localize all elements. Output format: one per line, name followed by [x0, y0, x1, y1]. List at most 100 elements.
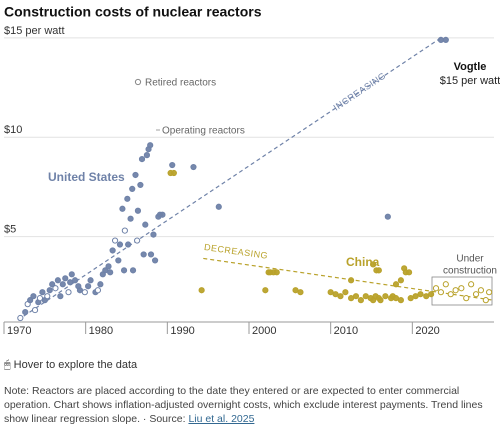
point	[54, 277, 62, 284]
point	[147, 142, 154, 149]
hover-hint: 🖱 Hover to explore the data	[4, 359, 138, 371]
point	[137, 181, 144, 189]
point	[370, 261, 377, 268]
point	[442, 281, 449, 288]
point	[397, 277, 404, 284]
point	[49, 281, 56, 288]
point	[342, 289, 349, 296]
point	[105, 263, 112, 270]
point	[142, 221, 149, 228]
point	[190, 163, 197, 171]
point	[87, 277, 94, 284]
point	[452, 287, 459, 294]
point	[94, 287, 102, 294]
point	[392, 281, 400, 288]
point	[150, 231, 157, 238]
under-label: Under	[456, 254, 484, 265]
legend-retired: Retired reactors	[145, 78, 216, 89]
point	[68, 271, 75, 278]
point	[447, 291, 454, 298]
source-label: Source:	[149, 413, 186, 425]
x-tick-label: 2010	[334, 325, 358, 337]
legend-marker	[134, 78, 142, 86]
point	[140, 251, 147, 258]
point	[357, 297, 364, 304]
point	[169, 161, 176, 169]
y-tick-label: $10	[4, 124, 22, 136]
point	[468, 281, 475, 288]
point	[39, 289, 46, 296]
point	[129, 185, 136, 192]
point	[120, 267, 128, 274]
point	[159, 211, 166, 218]
x-tick-label: 2020	[415, 325, 439, 337]
point	[463, 295, 470, 302]
point	[115, 257, 122, 264]
trend-label: INCREASING	[332, 70, 388, 112]
point	[57, 293, 64, 300]
point	[44, 293, 51, 300]
point	[138, 156, 146, 163]
point	[22, 308, 29, 316]
note: Note: Reactors are placed according to t…	[4, 385, 483, 425]
point	[347, 277, 355, 284]
point	[127, 215, 134, 222]
point	[482, 297, 489, 304]
point	[147, 251, 155, 258]
point	[472, 291, 480, 298]
point	[111, 237, 119, 244]
point	[125, 241, 132, 248]
note-text: Note: Reactors are placed according to t…	[4, 385, 483, 425]
point	[17, 314, 24, 322]
point	[442, 36, 449, 44]
us-label: United States	[48, 170, 125, 184]
point	[27, 297, 34, 304]
point	[377, 297, 384, 304]
vogtle-label: Vogtle	[454, 61, 487, 73]
x-tick-label: 2000	[252, 325, 276, 337]
point	[337, 293, 344, 300]
source-link[interactable]: Liu et al. 2025	[188, 413, 255, 425]
point	[405, 269, 413, 276]
point	[65, 289, 72, 296]
point	[129, 267, 137, 274]
point	[116, 241, 124, 248]
point	[132, 171, 139, 179]
chart: Construction costs of nuclear reactors U…	[3, 4, 500, 337]
point	[198, 287, 205, 294]
x-tick-label: 1970	[7, 325, 31, 337]
point	[30, 293, 37, 300]
point	[437, 289, 445, 296]
point	[134, 237, 141, 244]
point	[85, 283, 92, 290]
legend-operating: Operating reactors	[162, 126, 245, 137]
point	[273, 269, 280, 276]
point	[97, 281, 104, 288]
y-tick-label: $5	[4, 223, 16, 235]
point	[107, 269, 114, 276]
point	[31, 306, 39, 314]
point	[59, 281, 66, 288]
point	[432, 285, 440, 292]
point	[170, 169, 177, 177]
hover-text: Hover to explore the data	[13, 359, 138, 371]
point	[382, 293, 389, 300]
point	[262, 287, 269, 294]
point	[151, 257, 159, 264]
point	[71, 277, 79, 284]
point	[477, 287, 485, 294]
construction-label: construction	[443, 266, 497, 277]
x-tick-label: 1990	[170, 325, 194, 337]
point	[384, 213, 391, 220]
point	[62, 275, 69, 282]
point	[119, 205, 126, 212]
point	[417, 291, 424, 298]
point	[81, 289, 88, 296]
y-tick-label: $15 per watt	[4, 25, 65, 37]
point	[428, 291, 435, 298]
point	[52, 285, 59, 292]
point	[109, 247, 116, 254]
vogtle-cost: $15 per watt	[440, 75, 500, 87]
trend-line	[17, 37, 442, 321]
